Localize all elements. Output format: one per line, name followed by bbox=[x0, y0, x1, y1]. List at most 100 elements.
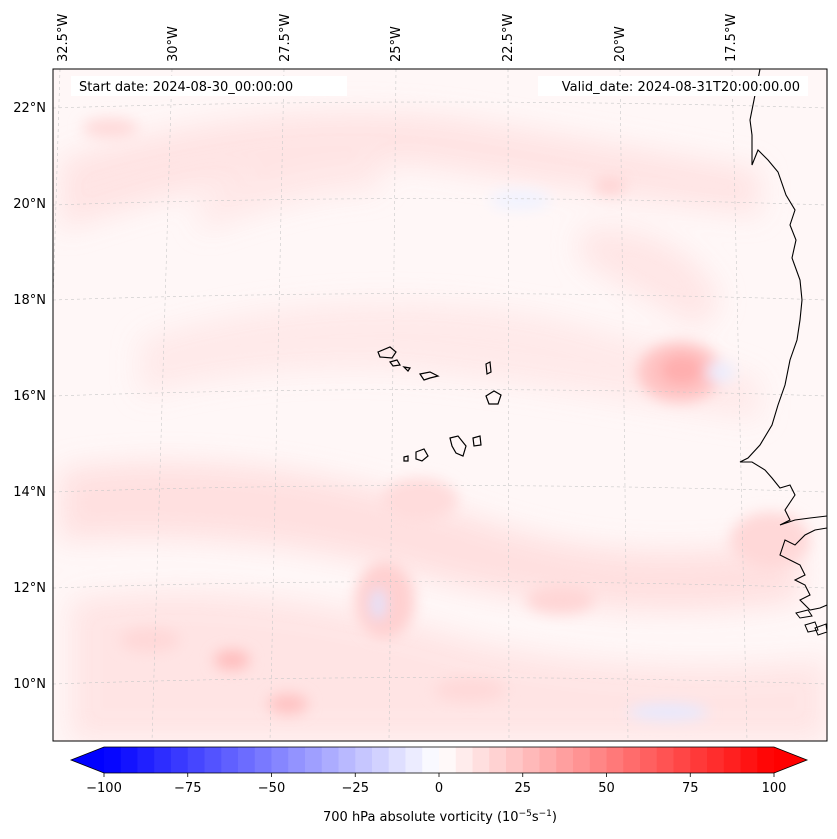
start-date-text: Start date: 2024-08-30_00:00:00 bbox=[79, 80, 293, 95]
parallel-16n bbox=[53, 389, 827, 397]
island-sao-vicente bbox=[388, 359, 401, 367]
colorbar-cell bbox=[606, 747, 624, 773]
colorbar-cell bbox=[556, 747, 574, 773]
cape-verde-islands bbox=[377, 346, 502, 462]
colorbar-cell bbox=[171, 747, 189, 773]
colorbar-cell bbox=[673, 747, 691, 773]
meridian-22-5w bbox=[507, 69, 510, 741]
colorbar-cell bbox=[539, 747, 557, 773]
colorbar-cell bbox=[439, 747, 457, 773]
colorbar-cell bbox=[723, 747, 741, 773]
colorbar-cell bbox=[388, 747, 406, 773]
meridian-25w bbox=[388, 69, 397, 741]
colorbar-tick-label: 0 bbox=[435, 781, 443, 796]
colorbar-cell bbox=[338, 747, 356, 773]
colorbar-cells bbox=[104, 747, 775, 773]
parallel-18n bbox=[53, 293, 827, 301]
island-maio bbox=[472, 435, 482, 447]
island-santiago bbox=[449, 435, 467, 457]
colorbar-label: 700 hPa absolute vorticity (10−5s−1) bbox=[323, 809, 557, 825]
colorbar-cell bbox=[489, 747, 507, 773]
colorbar-cell bbox=[656, 747, 674, 773]
island-sal bbox=[485, 361, 492, 375]
african-coastline bbox=[739, 69, 827, 526]
colorbar-cell bbox=[355, 747, 373, 773]
lat-label-18n: 18°N bbox=[13, 293, 46, 308]
island-santo-antao bbox=[377, 346, 397, 359]
colorbar-cell bbox=[506, 747, 524, 773]
colorbar-cell bbox=[221, 747, 239, 773]
colorbar-cell bbox=[204, 747, 222, 773]
meridian-20w bbox=[619, 69, 629, 741]
parallel-10n bbox=[53, 677, 827, 685]
lon-label-25w: 25°W bbox=[389, 26, 404, 62]
colorbar-cell bbox=[405, 747, 423, 773]
colorbar-min-extend bbox=[71, 747, 104, 773]
island-fogo bbox=[415, 448, 429, 462]
colorbar: −100 −75 −50 −25 0 25 50 75 100 700 hPa absolute… bbox=[69, 746, 809, 825]
parallel-22n bbox=[53, 101, 827, 109]
colorbar-cell bbox=[422, 747, 440, 773]
colorbar-tick-label: −100 bbox=[86, 781, 122, 796]
colorbar-tick-label: −75 bbox=[174, 781, 201, 796]
colorbar-cell bbox=[187, 747, 205, 773]
start-date-banner bbox=[71, 76, 347, 96]
island-santa-luzia bbox=[402, 366, 412, 372]
colorbar-cell bbox=[154, 747, 172, 773]
colorbar-cell bbox=[522, 747, 540, 773]
lon-label-32-5w: 32.5°W bbox=[56, 14, 71, 62]
map-panel bbox=[53, 69, 827, 741]
senegal-gambia-coast bbox=[779, 527, 827, 611]
parallel-20n bbox=[53, 198, 827, 206]
meridian-30w bbox=[151, 69, 173, 741]
lon-label-27-5w: 27.5°W bbox=[278, 14, 293, 62]
colorbar-cell bbox=[455, 747, 473, 773]
lat-label-22n: 22°N bbox=[13, 101, 46, 116]
meridian-27-5w bbox=[269, 69, 285, 741]
colorbar-max-extend bbox=[774, 747, 807, 773]
colorbar-cell bbox=[707, 747, 725, 773]
lon-label-20w: 20°W bbox=[613, 26, 628, 62]
island-boa-vista bbox=[485, 390, 502, 405]
colorbar-cell bbox=[690, 747, 708, 773]
colorbar-cell bbox=[120, 747, 138, 773]
colorbar-cell bbox=[321, 747, 339, 773]
graticule bbox=[53, 69, 827, 741]
parallel-14n bbox=[53, 485, 827, 493]
lat-label-16n: 16°N bbox=[13, 389, 46, 404]
colorbar-cell bbox=[238, 747, 256, 773]
guinea-bissau-islands bbox=[795, 609, 827, 636]
valid-date-text: Valid_date: 2024-08-31T20:00:00.00 bbox=[562, 80, 800, 95]
lat-label-20n: 20°N bbox=[13, 197, 46, 212]
colorbar-cell bbox=[640, 747, 658, 773]
lat-label-10n: 10°N bbox=[13, 677, 46, 692]
meridian-17-5w bbox=[731, 69, 748, 741]
colorbar-cell bbox=[573, 747, 591, 773]
colorbar-cell bbox=[271, 747, 289, 773]
lon-label-22-5w: 22.5°W bbox=[501, 14, 516, 62]
colorbar-cell bbox=[623, 747, 641, 773]
colorbar-cell bbox=[372, 747, 390, 773]
colorbar-cell bbox=[288, 747, 306, 773]
longitude-labels: 32.5°W 30°W 27.5°W 25°W 22.5°W 20°W 17.5… bbox=[56, 14, 739, 62]
colorbar-cell bbox=[254, 747, 272, 773]
valid-date-banner bbox=[538, 76, 808, 96]
colorbar-cell bbox=[757, 747, 775, 773]
colorbar-tick-label: 50 bbox=[598, 781, 615, 796]
colorbar-tick-label: 25 bbox=[514, 781, 531, 796]
latitude-labels: 22°N 20°N 18°N 16°N 14°N 12°N 10°N bbox=[13, 101, 46, 692]
colorbar-cell bbox=[305, 747, 323, 773]
colorbar-ticks: −100 −75 −50 −25 0 25 50 75 100 bbox=[86, 773, 786, 796]
colorbar-tick-label: 75 bbox=[682, 781, 699, 796]
vorticity-field bbox=[60, 112, 827, 741]
island-brava bbox=[403, 455, 409, 462]
colorbar-cell bbox=[137, 747, 155, 773]
parallel-12n bbox=[53, 581, 827, 589]
lat-label-12n: 12°N bbox=[13, 581, 46, 596]
colorbar-cell bbox=[740, 747, 758, 773]
colorbar-tick-label: −25 bbox=[342, 781, 369, 796]
island-sao-nicolau bbox=[419, 371, 440, 381]
map-frame bbox=[52, 68, 828, 742]
colorbar-cell bbox=[104, 747, 122, 773]
